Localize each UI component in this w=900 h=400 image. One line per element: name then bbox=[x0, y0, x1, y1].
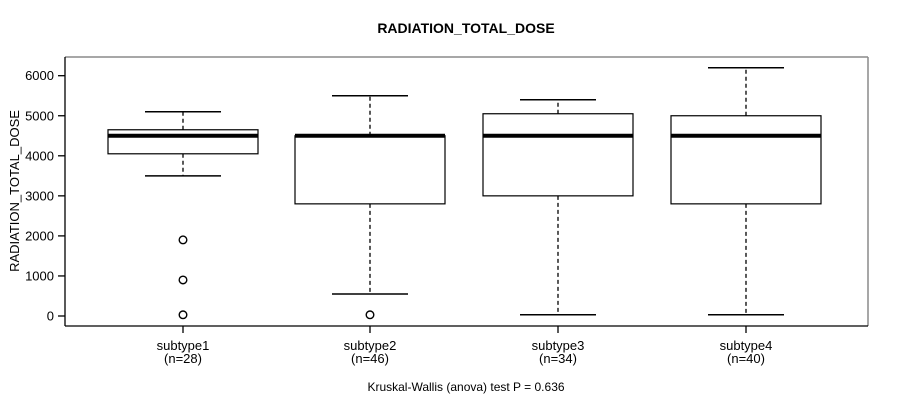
plot-area: 0 1000 2000 3000 4000 5000 6000 subtype1(n=28) s… bbox=[25, 56, 869, 366]
x-category-label: subtype4 bbox=[720, 338, 773, 353]
y-tick-label: 2000 bbox=[25, 228, 54, 243]
chart-title: RADIATION_TOTAL_DOSE bbox=[377, 20, 554, 36]
outlier-point-subtype1 bbox=[178, 310, 188, 320]
y-tick-label: 1000 bbox=[25, 268, 54, 283]
x-category-sublabel: (n=28) bbox=[164, 351, 202, 366]
footer-stat-test: Kruskal-Wallis (anova) test P = 0.636 bbox=[367, 380, 564, 394]
outlier-point-subtype2 bbox=[365, 310, 375, 320]
y-tick-label: 5000 bbox=[25, 108, 54, 123]
y-tick-label: 0 bbox=[47, 309, 54, 324]
y-axis-label: RADIATION_TOTAL_DOSE bbox=[7, 110, 22, 272]
x-category-label: subtype3 bbox=[532, 338, 585, 353]
x-category-sublabel: (n=40) bbox=[727, 351, 765, 366]
box-rect-subtype3 bbox=[482, 113, 634, 197]
box-rect-subtype2 bbox=[294, 135, 446, 205]
x-category-sublabel: (n=46) bbox=[351, 351, 389, 366]
outlier-point-subtype1 bbox=[178, 275, 188, 285]
outlier-point-subtype1 bbox=[178, 235, 188, 245]
x-category-label: subtype2 bbox=[344, 338, 397, 353]
x-category-sublabel: (n=34) bbox=[539, 351, 577, 366]
box-rect-subtype4 bbox=[670, 115, 822, 205]
y-tick-label: 3000 bbox=[25, 188, 54, 203]
x-category-label: subtype1 bbox=[157, 338, 210, 353]
y-tick-label: 4000 bbox=[25, 148, 54, 163]
box-rect-subtype1 bbox=[107, 129, 259, 155]
y-tick-label: 6000 bbox=[25, 68, 54, 83]
